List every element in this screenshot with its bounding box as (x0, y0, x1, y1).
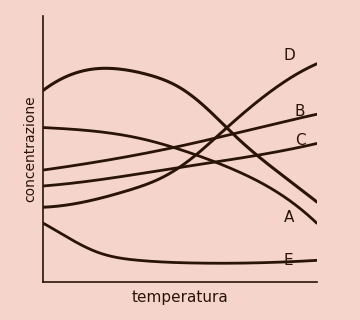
X-axis label: temperatura: temperatura (132, 290, 228, 305)
Text: D: D (284, 48, 296, 63)
Y-axis label: concentrazione: concentrazione (24, 95, 38, 202)
Text: E: E (284, 253, 294, 268)
Text: B: B (295, 104, 305, 119)
Text: C: C (295, 133, 306, 148)
Text: A: A (284, 210, 294, 225)
